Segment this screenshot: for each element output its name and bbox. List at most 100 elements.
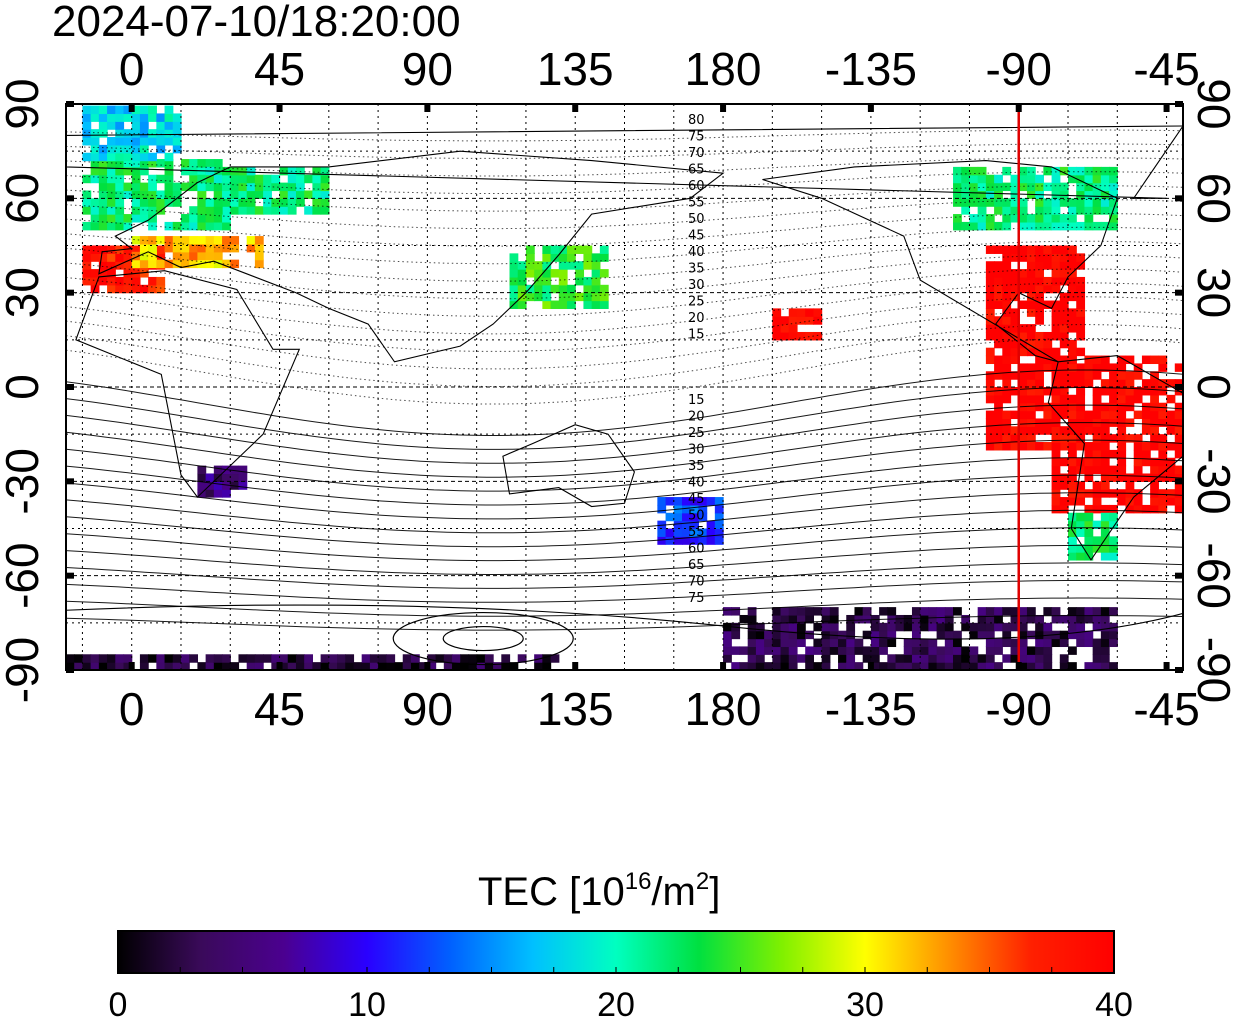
tec-cell	[985, 607, 995, 616]
tec-cell	[796, 614, 806, 624]
tec-cell	[681, 497, 691, 506]
tec-cell	[115, 253, 125, 262]
tec-cell	[115, 654, 125, 663]
tec-cell	[805, 646, 815, 655]
tec-cell	[1084, 426, 1094, 435]
tec-cell	[180, 159, 190, 168]
tec-cell	[723, 638, 732, 648]
tec-cell	[567, 261, 576, 270]
tec-cell	[361, 654, 371, 663]
contour-line	[66, 474, 1183, 520]
tec-cell	[1059, 253, 1069, 262]
tec-cell	[1018, 654, 1028, 663]
tec-cell	[1068, 284, 1077, 294]
tec-cell	[1002, 261, 1012, 270]
tec-cell	[1084, 457, 1094, 467]
tec-cell	[1084, 371, 1094, 380]
contour-label-south: 20	[688, 410, 705, 425]
tec-cell	[985, 355, 995, 365]
tec-cell	[723, 654, 732, 663]
tec-cell	[90, 152, 100, 162]
tec-cell	[131, 166, 141, 176]
tec-cell	[1051, 308, 1061, 317]
tec-cell	[542, 284, 552, 294]
tec-cell	[189, 182, 199, 192]
tec-cell	[295, 662, 305, 670]
tec-cell	[1076, 402, 1086, 412]
bottom-lon-tick-label: 45	[254, 683, 305, 735]
tec-cell	[271, 182, 281, 192]
tec-cell	[985, 646, 995, 655]
tec-cell	[213, 654, 223, 663]
tec-cell	[1068, 434, 1077, 443]
tec-cell	[156, 174, 166, 184]
tec-cell	[1059, 394, 1069, 404]
colorbar-tick-label: 30	[846, 986, 884, 1021]
tec-cell	[1092, 489, 1102, 498]
tec-cell	[936, 646, 946, 655]
tec-cell	[772, 614, 782, 624]
contour-line	[66, 310, 1183, 370]
tec-cell	[263, 182, 272, 192]
tec-cell	[148, 137, 157, 146]
tec-cell	[230, 206, 240, 215]
tec-cell	[1018, 206, 1028, 215]
tec-cell	[1051, 607, 1061, 616]
contour-line	[66, 129, 1183, 142]
tec-cell	[846, 638, 856, 648]
tec-cell	[1035, 206, 1044, 215]
tec-cell	[1068, 465, 1077, 475]
tec-cell	[1100, 387, 1110, 396]
tec-cell	[870, 646, 880, 655]
colorbar-tick-label: 10	[348, 986, 386, 1021]
left-lat-tick-label: 0	[0, 374, 48, 400]
tec-cell	[985, 269, 995, 278]
tec-cell	[115, 159, 125, 168]
tec-cell	[131, 182, 141, 192]
tec-cell	[1084, 214, 1094, 223]
tec-cell	[985, 379, 995, 388]
tec-cell	[1010, 214, 1020, 223]
tec-cell	[1076, 544, 1086, 553]
contour-label-north: 30	[688, 278, 705, 293]
tec-cell	[1100, 457, 1110, 467]
tec-cell	[320, 662, 330, 670]
tec-cell	[1109, 662, 1118, 670]
tec-cell	[1150, 355, 1159, 365]
tec-cell	[246, 182, 256, 192]
tec-cell	[164, 159, 174, 168]
tec-cell	[1117, 410, 1127, 420]
tec-cell	[1100, 198, 1110, 207]
tec-cell	[1059, 221, 1069, 231]
bottom-lon-tick-label: -90	[985, 683, 1051, 735]
tec-cell	[517, 276, 527, 286]
tec-cell	[1109, 379, 1118, 388]
tec-cell	[98, 182, 108, 192]
contour-label-north: 60	[688, 179, 705, 194]
tec-cell	[1100, 481, 1110, 490]
tec-cell	[1109, 552, 1118, 561]
tec-cell	[468, 662, 478, 670]
tec-cell	[591, 269, 601, 278]
tec-cell	[123, 166, 133, 176]
tec-cell	[1059, 261, 1069, 270]
tec-cell	[1068, 371, 1077, 380]
tec-cell	[1133, 457, 1143, 467]
tec-cell	[82, 174, 92, 184]
tec-cell	[238, 166, 248, 176]
tec-cell	[1026, 253, 1036, 262]
contour-label-south: 35	[688, 459, 705, 474]
tec-cell	[1051, 371, 1061, 380]
tec-cell	[788, 654, 798, 663]
tec-cell	[213, 159, 223, 168]
tec-cell	[846, 646, 856, 655]
tec-cell	[1043, 654, 1053, 663]
tec-cell	[1141, 457, 1151, 467]
tec-cell	[796, 607, 806, 616]
tec-cell	[378, 662, 387, 670]
tec-cell	[780, 614, 790, 624]
tec-cell	[1043, 347, 1053, 357]
tec-cell	[156, 284, 166, 294]
tec-cell	[263, 190, 272, 199]
